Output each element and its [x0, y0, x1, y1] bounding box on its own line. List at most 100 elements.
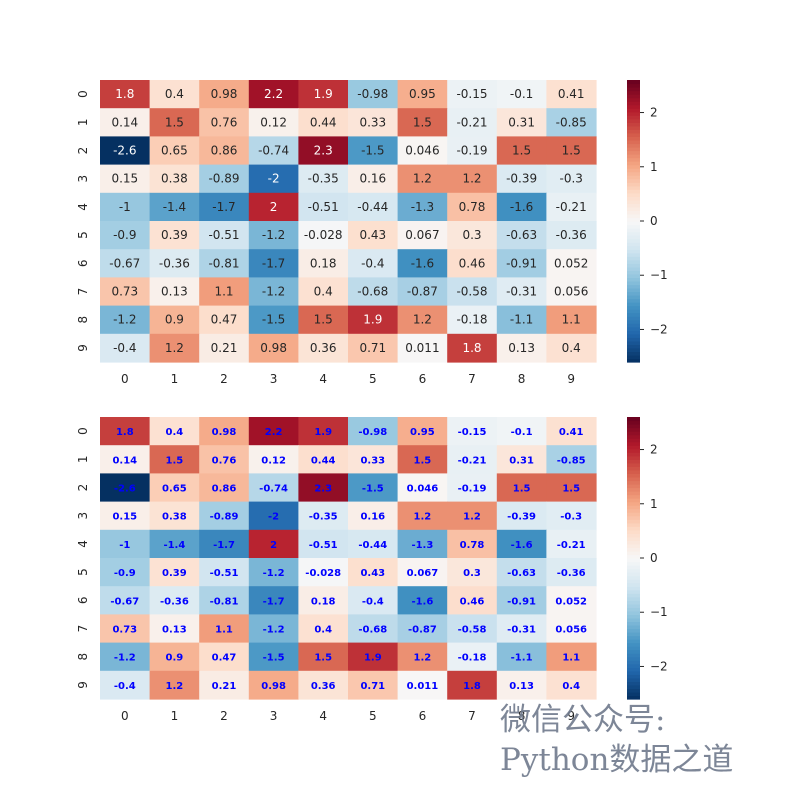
cell-r9-c8	[496, 333, 547, 363]
cell-label-r9-c7: 1.8	[463, 681, 481, 692]
colorbar-segment-50	[627, 519, 640, 524]
cell-label-r6-c9: 0.052	[554, 256, 588, 270]
cell-label-r2-c1: 0.65	[162, 484, 187, 495]
cell-label-r0-c9: 0.41	[558, 87, 585, 101]
y-tick-4: 4	[76, 203, 90, 211]
cell-r3-c6	[397, 164, 448, 194]
cell-r6-c3	[248, 249, 299, 278]
colorbar-segment-12	[627, 316, 640, 321]
colorbar-segment-18	[627, 632, 640, 637]
colorbar-segment-51	[627, 178, 640, 183]
colorbar-segment-50	[627, 182, 640, 187]
cell-r3-c8	[496, 501, 547, 531]
cell-label-r9-c9: 0.4	[562, 341, 581, 355]
x-tick-0: 0	[121, 709, 129, 723]
y-tick-0: 0	[76, 90, 90, 98]
cell-label-r4-c0: -1	[119, 540, 130, 551]
cell-r8-c1	[149, 642, 200, 672]
y-tick-7: 7	[76, 625, 90, 633]
colorbar-segment-31	[627, 586, 640, 591]
cell-r6-c3	[248, 586, 299, 615]
cell-label-r9-c0: -0.4	[114, 681, 136, 692]
cell-r5-c4	[298, 558, 349, 587]
colorbar-tick-3: 1	[650, 160, 658, 174]
cell-label-r9-c9: 0.4	[562, 681, 580, 692]
colorbar-segment-28	[627, 259, 640, 264]
cell-r7-c2	[199, 277, 250, 307]
cell-label-r0-c3: 2.2	[265, 427, 283, 438]
cell-r5-c7	[447, 221, 498, 250]
x-tick-3: 3	[270, 372, 278, 386]
cell-r7-c4	[298, 614, 349, 644]
cell-r7-c9	[546, 277, 597, 307]
y-tick-6: 6	[76, 596, 90, 604]
cell-r6-c1	[149, 249, 200, 278]
cell-label-r9-c8: 0.13	[508, 341, 535, 355]
colorbar-segment-67	[627, 459, 640, 464]
cell-label-r0-c5: -0.98	[358, 427, 387, 438]
cell-label-r3-c8: -0.39	[506, 172, 537, 186]
cell-label-r4-c3: 2	[270, 540, 277, 551]
cell-r1-c7	[447, 108, 498, 137]
cell-label-r5-c0: -0.9	[114, 568, 136, 579]
cell-r7-c7	[447, 614, 498, 644]
x-tick-2: 2	[220, 709, 228, 723]
colorbar-segment-16	[627, 639, 640, 644]
y-tick-1: 1	[76, 118, 90, 126]
x-tick-6: 6	[419, 372, 427, 386]
colorbar-segment-69	[627, 452, 640, 457]
cell-label-r7-c6: -0.87	[407, 285, 438, 299]
cell-label-r7-c5: -0.68	[358, 625, 387, 636]
cell-r5-c3	[248, 558, 299, 587]
cell-label-r4-c1: -1.4	[163, 200, 186, 214]
cell-label-r1-c1: 1.5	[165, 115, 184, 129]
colorbar-segment-63	[627, 136, 640, 141]
cell-label-r3-c0: 0.15	[112, 512, 137, 523]
x-tick-1: 1	[171, 372, 179, 386]
cell-r4-c2	[199, 529, 250, 559]
colorbar-segment-22	[627, 617, 640, 623]
colorbar-segment-11	[627, 656, 640, 661]
cell-label-r3-c0: 0.15	[111, 172, 138, 186]
cell-label-r2-c9: 1.5	[562, 144, 581, 158]
cell-r9-c8	[496, 670, 547, 700]
cell-label-r8-c3: -1.5	[263, 653, 285, 664]
colorbar-segment-19	[627, 628, 640, 633]
colorbar-segment-35	[627, 235, 640, 240]
colorbar-segment-72	[627, 441, 640, 446]
cell-r3-c0	[100, 164, 151, 194]
colorbar-segment-5	[627, 677, 640, 682]
cell-label-r6-c8: -0.91	[507, 596, 536, 607]
cell-r3-c0	[100, 501, 151, 531]
cell-r7-c7	[447, 277, 498, 307]
cell-label-r4-c4: -0.51	[308, 200, 339, 214]
cell-label-r3-c1: 0.38	[161, 172, 188, 186]
cell-r4-c7	[447, 192, 498, 222]
cell-label-r2-c4: 2.3	[314, 144, 333, 158]
cell-label-r9-c5: 0.71	[360, 681, 385, 692]
colorbar-segment-13	[627, 312, 640, 317]
cell-r6-c2	[199, 249, 250, 278]
colorbar-segment-24	[627, 273, 640, 279]
colorbar-segment-39	[627, 221, 640, 226]
colorbar-segment-2	[627, 688, 640, 693]
cell-r2-c5	[348, 473, 399, 503]
cell-label-r2-c7: -0.19	[456, 144, 487, 158]
colorbar-segment-23	[627, 277, 640, 282]
colorbar-segment-54	[627, 505, 640, 510]
cell-r2-c3	[248, 136, 299, 166]
cell-label-r0-c2: 0.98	[212, 427, 237, 438]
colorbar-segment-68	[627, 455, 640, 460]
cell-label-r0-c6: 0.95	[409, 87, 436, 101]
cell-r4-c6	[397, 192, 448, 222]
colorbar-segment-2	[627, 351, 640, 356]
cell-r8-c2	[199, 642, 250, 672]
cell-label-r5-c3: -1.2	[262, 228, 285, 242]
cell-label-r4-c9: -0.21	[557, 540, 586, 551]
cell-label-r5-c1: 0.39	[161, 228, 188, 242]
cell-label-r6-c4: 0.18	[310, 256, 337, 270]
colorbar-segment-39	[627, 558, 640, 563]
colorbar-segment-8	[627, 667, 640, 672]
colorbar-segment-1	[627, 691, 640, 697]
cell-label-r6-c0: -0.67	[109, 256, 140, 270]
